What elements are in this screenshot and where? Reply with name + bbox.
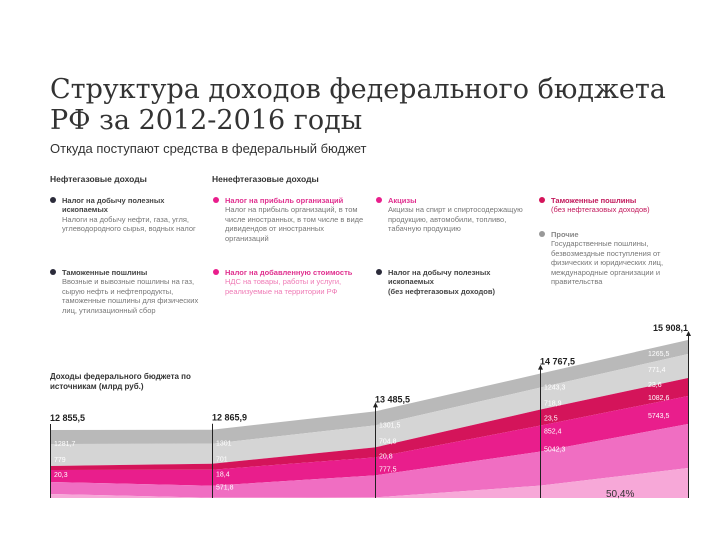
- total-value-label: 12 865,9: [212, 413, 247, 423]
- total-value-label: 13 485,5: [375, 394, 410, 404]
- legend-mineral-tax: Налог на добычу полезных ископаемых Нало…: [50, 196, 202, 234]
- segment-value-label: 18,4: [216, 472, 230, 479]
- band-magenta: [50, 396, 688, 486]
- legend-customs-export: Таможенные пошлины Ввозные и вывозные по…: [50, 268, 202, 315]
- band-pink: [50, 424, 688, 498]
- dot-icon: [213, 269, 219, 275]
- legend-other: Прочие Государственные пошлины, безвозме…: [539, 230, 691, 287]
- column-header-oil-gas: Нефтегазовые доходы: [50, 174, 147, 184]
- legend-title: Акцизы: [388, 196, 417, 205]
- dot-icon: [539, 197, 545, 203]
- segment-value-label: 23,5: [544, 416, 558, 423]
- segment-value-label: 20,8: [379, 453, 393, 460]
- legend-title: Таможенные пошлины: [62, 268, 148, 277]
- segment-value-label: 23,6: [648, 382, 662, 389]
- dot-icon: [213, 197, 219, 203]
- segment-value-label: 5743,5: [648, 413, 670, 420]
- legend-desc: (без нефтегазовых доходов): [388, 286, 495, 296]
- dot-icon: [376, 269, 382, 275]
- legend-excise: Акцизы Акцизы на спирт и спиртосодержащу…: [376, 196, 526, 234]
- legend-desc: Налоги на добычу нефти, газа, угля, угле…: [62, 214, 196, 234]
- legend-title: Прочие: [551, 230, 579, 239]
- legend-customs-non-oil: Таможенные пошлины (без нефтегазовых дох…: [539, 196, 691, 215]
- dot-icon: [50, 269, 56, 275]
- dot-icon: [539, 231, 545, 237]
- segment-value-label: 701: [216, 457, 228, 464]
- legend-title: Налог на добычу полезных ископаемых: [62, 196, 165, 215]
- legend-desc: Акцизы на спирт и спиртосодержащую проду…: [388, 205, 523, 234]
- arrow-up-icon: [686, 331, 691, 336]
- total-value-label: 12 855,5: [50, 413, 85, 423]
- total-value-label: 14 767,5: [540, 357, 575, 367]
- segment-value-label: 771,4: [648, 367, 666, 374]
- partial-percent-label: 50,4%: [606, 489, 634, 500]
- band-pink-light: [50, 468, 688, 498]
- segment-value-label: 20,3: [54, 472, 68, 479]
- legend-vat: Налог на добавленную стоимость НДС на то…: [213, 268, 365, 296]
- segment-value-label: 1243,3: [544, 385, 566, 392]
- segment-value-label: 852,4: [544, 429, 562, 436]
- chart-label: Доходы федерального бюджета по источника…: [50, 372, 191, 391]
- dot-icon: [376, 197, 382, 203]
- legend-title: Налог на добычу полезных ископаемых: [388, 268, 491, 287]
- band-crimson: [50, 378, 688, 470]
- legend-mineral-tax-non-oil: Налог на добычу полезных ископаемых (без…: [376, 268, 526, 296]
- legend-desc: НДС на товары, работы и услуги, реализуе…: [225, 277, 342, 296]
- legend-title: Налог на добавленную стоимость: [225, 268, 353, 277]
- segment-value-label: 5042,3: [544, 447, 566, 454]
- page-title: Структура доходов федерального бюджета Р…: [50, 74, 666, 136]
- segment-value-label: 718,9: [544, 401, 562, 408]
- column-header-non-oil-gas: Ненефтегазовые доходы: [212, 174, 319, 184]
- segment-value-label: 704,8: [379, 438, 397, 445]
- arrow-up-icon: [373, 402, 378, 408]
- segment-value-label: 1301,5: [379, 422, 401, 429]
- arrow-up-icon: [538, 364, 543, 370]
- legend-desc: Государственные пошлины, безвозмездные п…: [551, 239, 664, 287]
- band-gray-dark: [50, 340, 688, 444]
- total-value-label: 15 908,1: [653, 323, 688, 333]
- segment-value-label: 1281,7: [54, 441, 76, 448]
- page-subtitle: Откуда поступают средства в федеральный …: [50, 141, 367, 156]
- segment-value-label: 571,8: [216, 485, 234, 492]
- segment-value-label: 779: [54, 457, 66, 464]
- dot-icon: [50, 197, 56, 203]
- legend-desc: Ввозные и вывозные пошлины на газ, сырую…: [62, 277, 199, 315]
- segment-value-label: 777,5: [379, 466, 397, 473]
- legend-title: Таможенные пошлины: [551, 196, 637, 205]
- segment-value-label: 1265,5: [648, 351, 670, 358]
- legend-desc: Налог на прибыль организаций, в том числ…: [225, 205, 364, 243]
- band-gray-light: [50, 354, 688, 466]
- legend-profit-tax: Налог на прибыль организаций Налог на пр…: [213, 196, 365, 243]
- legend-title: Налог на прибыль организаций: [225, 196, 344, 205]
- segment-value-label: 1082,6: [648, 395, 670, 402]
- segment-value-label: 1301: [216, 441, 232, 448]
- legend-desc: (без нефтегазовых доходов): [551, 205, 650, 215]
